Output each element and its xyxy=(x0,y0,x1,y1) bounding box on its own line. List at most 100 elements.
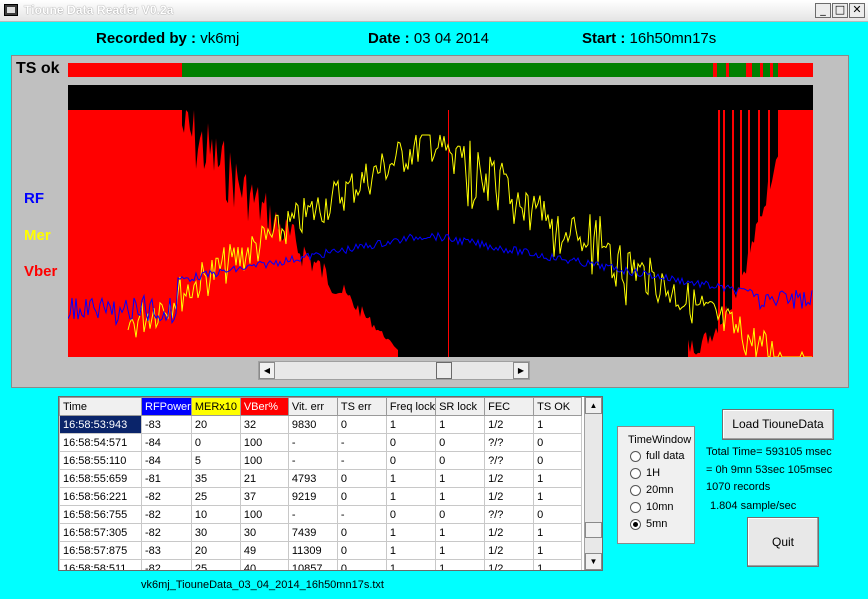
table-cell[interactable]: 1 xyxy=(533,487,583,506)
table-cell[interactable]: 1 xyxy=(435,487,486,506)
radio-1h[interactable]: 1H xyxy=(630,467,660,481)
table-cell[interactable]: 1 xyxy=(533,469,583,488)
table-cell[interactable]: 37 xyxy=(239,487,289,506)
table-cell[interactable]: 0 xyxy=(385,433,437,452)
data-grid[interactable]: Time RFPower MERx10 VBer% Vit. err TS err Freq… xyxy=(59,397,583,570)
radio-5mn[interactable]: 5mn xyxy=(630,518,667,532)
table-cell[interactable]: 1/2 xyxy=(484,469,535,488)
table-cell[interactable]: 1/2 xyxy=(484,559,535,570)
column-header[interactable]: FEC xyxy=(484,397,535,416)
table-cell[interactable]: - xyxy=(287,505,338,524)
table-cell[interactable]: 1 xyxy=(385,559,437,570)
table-cell[interactable]: 16:58:58:511 xyxy=(59,559,142,570)
table-cell[interactable]: 16:58:57:305 xyxy=(59,523,142,542)
table-cell[interactable]: 1 xyxy=(435,415,486,434)
table-cell[interactable]: 10857 xyxy=(287,559,338,570)
table-cell[interactable]: -81 xyxy=(141,469,192,488)
table-cell[interactable]: 25 xyxy=(190,487,241,506)
table-cell[interactable]: ?/? xyxy=(484,505,535,524)
table-cell[interactable]: 0 xyxy=(435,451,486,470)
table-row[interactable]: 16:58:53:943 -83 20 32 9830 0 1 1 1/2 1 xyxy=(59,415,583,434)
table-cell[interactable]: -82 xyxy=(141,523,192,542)
table-cell[interactable]: 1 xyxy=(533,559,583,570)
table-cell[interactable]: 0 xyxy=(533,451,583,470)
table-cell[interactable]: 35 xyxy=(190,469,241,488)
table-cell[interactable]: 40 xyxy=(239,559,289,570)
table-cell[interactable]: 30 xyxy=(190,523,241,542)
close-button[interactable]: ✕ xyxy=(849,3,865,18)
table-cell[interactable]: 1 xyxy=(435,523,486,542)
table-cell[interactable]: 100 xyxy=(239,451,289,470)
table-row[interactable]: 16:58:54:571 -84 0 100- -0 0 ?/? 0 xyxy=(59,433,583,452)
table-cell[interactable]: 1/2 xyxy=(484,487,535,506)
table-cell[interactable]: 0 xyxy=(435,433,486,452)
column-header[interactable]: TS err xyxy=(336,397,387,416)
table-cell[interactable]: 1 xyxy=(385,487,437,506)
column-header[interactable]: Freq lock xyxy=(385,397,437,416)
table-row[interactable]: 16:58:55:110 -84 5 100- -0 0 ?/? 0 xyxy=(59,451,583,470)
table-cell[interactable]: 9830 xyxy=(287,415,338,434)
radio-10mn[interactable]: 10mn xyxy=(630,501,674,515)
table-cell[interactable]: 1 xyxy=(385,541,437,560)
table-cell[interactable]: 16:58:55:659 xyxy=(59,469,142,488)
table-cell[interactable]: 9219 xyxy=(287,487,338,506)
table-cell[interactable]: 0 xyxy=(336,559,387,570)
scroll-right-button[interactable]: ▶ xyxy=(513,362,529,379)
table-cell[interactable]: 25 xyxy=(190,559,241,570)
table-cell[interactable]: 16:58:53:943 xyxy=(59,415,142,434)
column-header[interactable]: RFPower xyxy=(141,397,192,416)
table-cell[interactable]: 16:58:54:571 xyxy=(59,433,142,452)
table-cell[interactable]: 0 xyxy=(336,469,387,488)
table-cell[interactable]: 1 xyxy=(533,415,583,434)
radio-full-data[interactable]: full data xyxy=(630,450,685,464)
column-header[interactable]: Vit. err xyxy=(287,397,338,416)
table-cell[interactable]: - xyxy=(336,433,387,452)
table-cell[interactable]: 1/2 xyxy=(484,523,535,542)
table-cell[interactable]: 1 xyxy=(435,469,486,488)
scroll-thumb[interactable] xyxy=(436,362,453,379)
table-cell[interactable]: 0 xyxy=(336,523,387,542)
table-cell[interactable]: 4793 xyxy=(287,469,338,488)
table-cell[interactable]: 0 xyxy=(336,487,387,506)
table-cell[interactable]: 7439 xyxy=(287,523,338,542)
column-header[interactable]: TS OK xyxy=(533,397,583,416)
table-cell[interactable]: 20 xyxy=(190,415,241,434)
maximize-button[interactable]: □ xyxy=(832,3,848,18)
table-cell[interactable]: 1 xyxy=(435,559,486,570)
table-cell[interactable]: 16:58:56:221 xyxy=(59,487,142,506)
table-cell[interactable]: - xyxy=(287,433,338,452)
table-row[interactable]: 16:58:56:221 -82 25 37 9219 0 1 1 1/2 1 xyxy=(59,487,583,506)
table-cell[interactable]: -82 xyxy=(141,487,192,506)
minimize-button[interactable]: _ xyxy=(815,3,831,18)
table-cell[interactable]: 0 xyxy=(435,505,486,524)
table-cell[interactable]: 1 xyxy=(435,541,486,560)
table-cell[interactable]: 0 xyxy=(533,505,583,524)
column-header[interactable]: SR lock xyxy=(435,397,486,416)
radio-20mn[interactable]: 20mn xyxy=(630,484,674,498)
table-cell[interactable]: 1/2 xyxy=(484,415,535,434)
table-row[interactable]: 16:58:58:511 -82 25 40 10857 0 1 1 1/2 1 xyxy=(59,559,583,570)
table-row[interactable]: 16:58:56:755 -82 10 100- -0 0 ?/? 0 xyxy=(59,505,583,524)
table-cell[interactable]: 1 xyxy=(385,415,437,434)
table-row[interactable]: 16:58:55:659 -81 35 21 4793 0 1 1 1/2 1 xyxy=(59,469,583,488)
table-cell[interactable]: 11309 xyxy=(287,541,338,560)
table-cell[interactable]: -83 xyxy=(141,541,192,560)
table-cell[interactable]: -82 xyxy=(141,559,192,570)
table-cell[interactable]: -83 xyxy=(141,415,192,434)
table-cell[interactable]: 0 xyxy=(385,505,437,524)
table-cell[interactable]: 0 xyxy=(336,541,387,560)
plot-scrollbar[interactable]: ◀ ▶ xyxy=(258,361,530,380)
table-cell[interactable]: -84 xyxy=(141,451,192,470)
table-cell[interactable]: -84 xyxy=(141,433,192,452)
load-button[interactable]: Load TiouneData xyxy=(722,409,834,440)
table-cell[interactable]: 100 xyxy=(239,433,289,452)
table-cell[interactable]: 16:58:55:110 xyxy=(59,451,142,470)
table-row[interactable]: 16:58:57:305 -82 30 30 7439 0 1 1 1/2 1 xyxy=(59,523,583,542)
table-row[interactable]: 16:58:57:875 -83 20 49 11309 0 1 1 1/2 1 xyxy=(59,541,583,560)
table-cell[interactable]: 49 xyxy=(239,541,289,560)
quit-button[interactable]: Quit xyxy=(747,517,819,567)
table-cell[interactable]: 0 xyxy=(385,451,437,470)
table-cell[interactable]: 1 xyxy=(533,541,583,560)
table-cell[interactable]: 0 xyxy=(190,433,241,452)
table-cell[interactable]: -82 xyxy=(141,505,192,524)
